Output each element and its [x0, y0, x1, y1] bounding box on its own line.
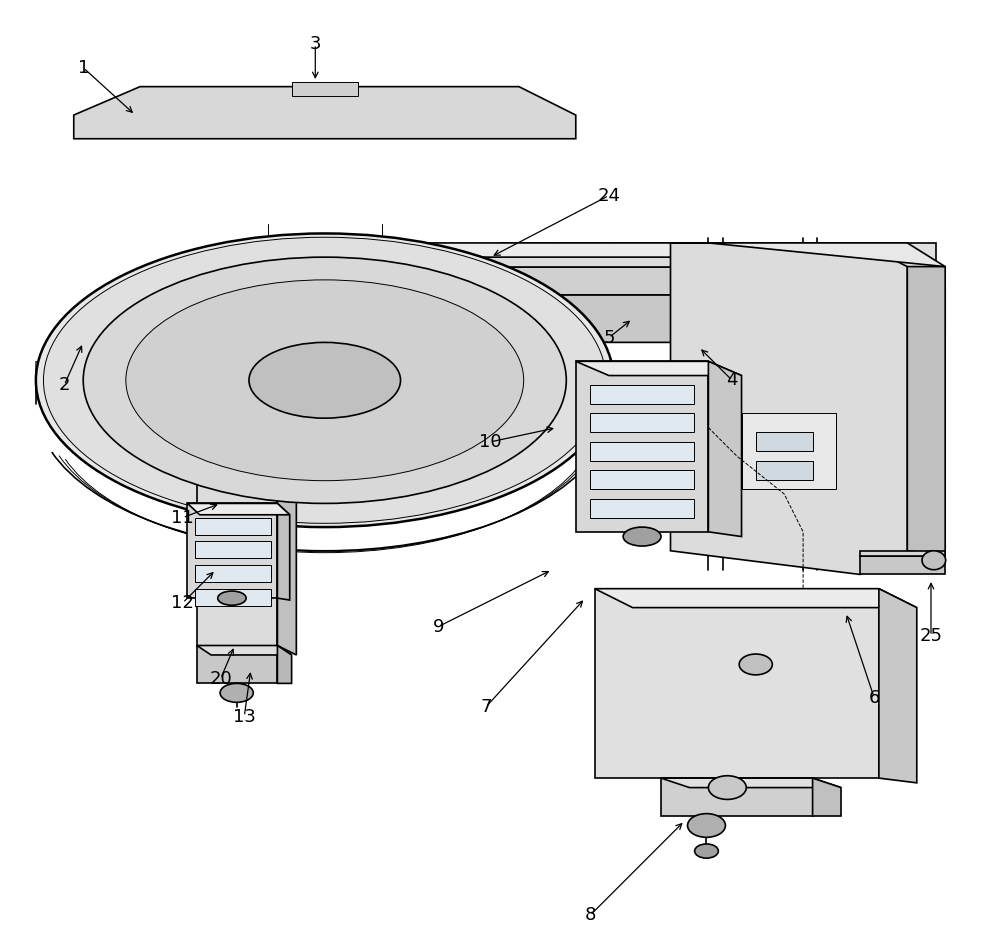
Polygon shape — [292, 82, 358, 96]
Polygon shape — [576, 361, 708, 532]
Ellipse shape — [83, 257, 566, 504]
Polygon shape — [756, 461, 813, 480]
Polygon shape — [742, 413, 836, 489]
Polygon shape — [576, 361, 742, 375]
Polygon shape — [708, 361, 742, 537]
Ellipse shape — [695, 844, 718, 858]
Ellipse shape — [36, 234, 614, 527]
Text: 8: 8 — [584, 906, 596, 924]
Text: 5: 5 — [603, 329, 615, 347]
Text: 7: 7 — [480, 698, 492, 716]
Polygon shape — [187, 504, 277, 598]
Polygon shape — [590, 499, 694, 518]
Text: 4: 4 — [726, 371, 738, 389]
Ellipse shape — [623, 527, 661, 546]
Polygon shape — [301, 456, 320, 475]
Polygon shape — [187, 504, 290, 515]
Polygon shape — [595, 589, 917, 608]
Polygon shape — [500, 243, 936, 267]
Polygon shape — [590, 385, 694, 404]
Ellipse shape — [220, 683, 253, 702]
Polygon shape — [907, 267, 945, 556]
Polygon shape — [197, 456, 277, 645]
Polygon shape — [173, 456, 301, 475]
Text: 3: 3 — [310, 35, 321, 53]
Polygon shape — [500, 295, 945, 342]
Text: 24: 24 — [597, 186, 620, 204]
Polygon shape — [277, 645, 292, 683]
Ellipse shape — [739, 654, 772, 674]
Polygon shape — [590, 470, 694, 489]
Polygon shape — [195, 518, 271, 535]
Polygon shape — [756, 432, 813, 451]
Polygon shape — [590, 442, 694, 461]
Polygon shape — [195, 565, 271, 582]
Polygon shape — [661, 778, 813, 816]
Polygon shape — [860, 556, 945, 575]
Polygon shape — [405, 243, 746, 257]
Polygon shape — [197, 456, 296, 470]
Polygon shape — [405, 248, 708, 267]
Polygon shape — [277, 456, 296, 655]
Polygon shape — [36, 361, 614, 409]
Polygon shape — [173, 456, 320, 470]
Polygon shape — [500, 267, 945, 295]
Text: 9: 9 — [433, 618, 444, 636]
Text: 12: 12 — [171, 594, 194, 612]
Polygon shape — [590, 413, 694, 432]
Text: 13: 13 — [233, 708, 256, 726]
Text: 20: 20 — [209, 670, 232, 688]
Polygon shape — [197, 645, 292, 655]
Polygon shape — [661, 778, 841, 788]
Ellipse shape — [708, 776, 746, 799]
Ellipse shape — [922, 551, 946, 570]
Text: 25: 25 — [919, 627, 942, 645]
Text: 2: 2 — [59, 376, 70, 394]
Polygon shape — [670, 243, 907, 575]
Polygon shape — [277, 504, 290, 600]
Text: 11: 11 — [171, 508, 194, 526]
Polygon shape — [595, 589, 879, 778]
Text: 1: 1 — [78, 59, 89, 77]
Text: 6: 6 — [868, 689, 880, 707]
Ellipse shape — [249, 342, 401, 418]
Polygon shape — [74, 86, 576, 139]
Polygon shape — [197, 645, 277, 683]
Ellipse shape — [688, 813, 725, 837]
Polygon shape — [195, 542, 271, 559]
Text: 10: 10 — [479, 433, 502, 451]
Polygon shape — [860, 551, 945, 556]
Ellipse shape — [218, 591, 246, 605]
Ellipse shape — [126, 280, 524, 481]
Polygon shape — [195, 589, 271, 606]
Polygon shape — [879, 589, 917, 783]
Ellipse shape — [43, 238, 606, 523]
Polygon shape — [670, 243, 945, 267]
Polygon shape — [813, 778, 841, 816]
